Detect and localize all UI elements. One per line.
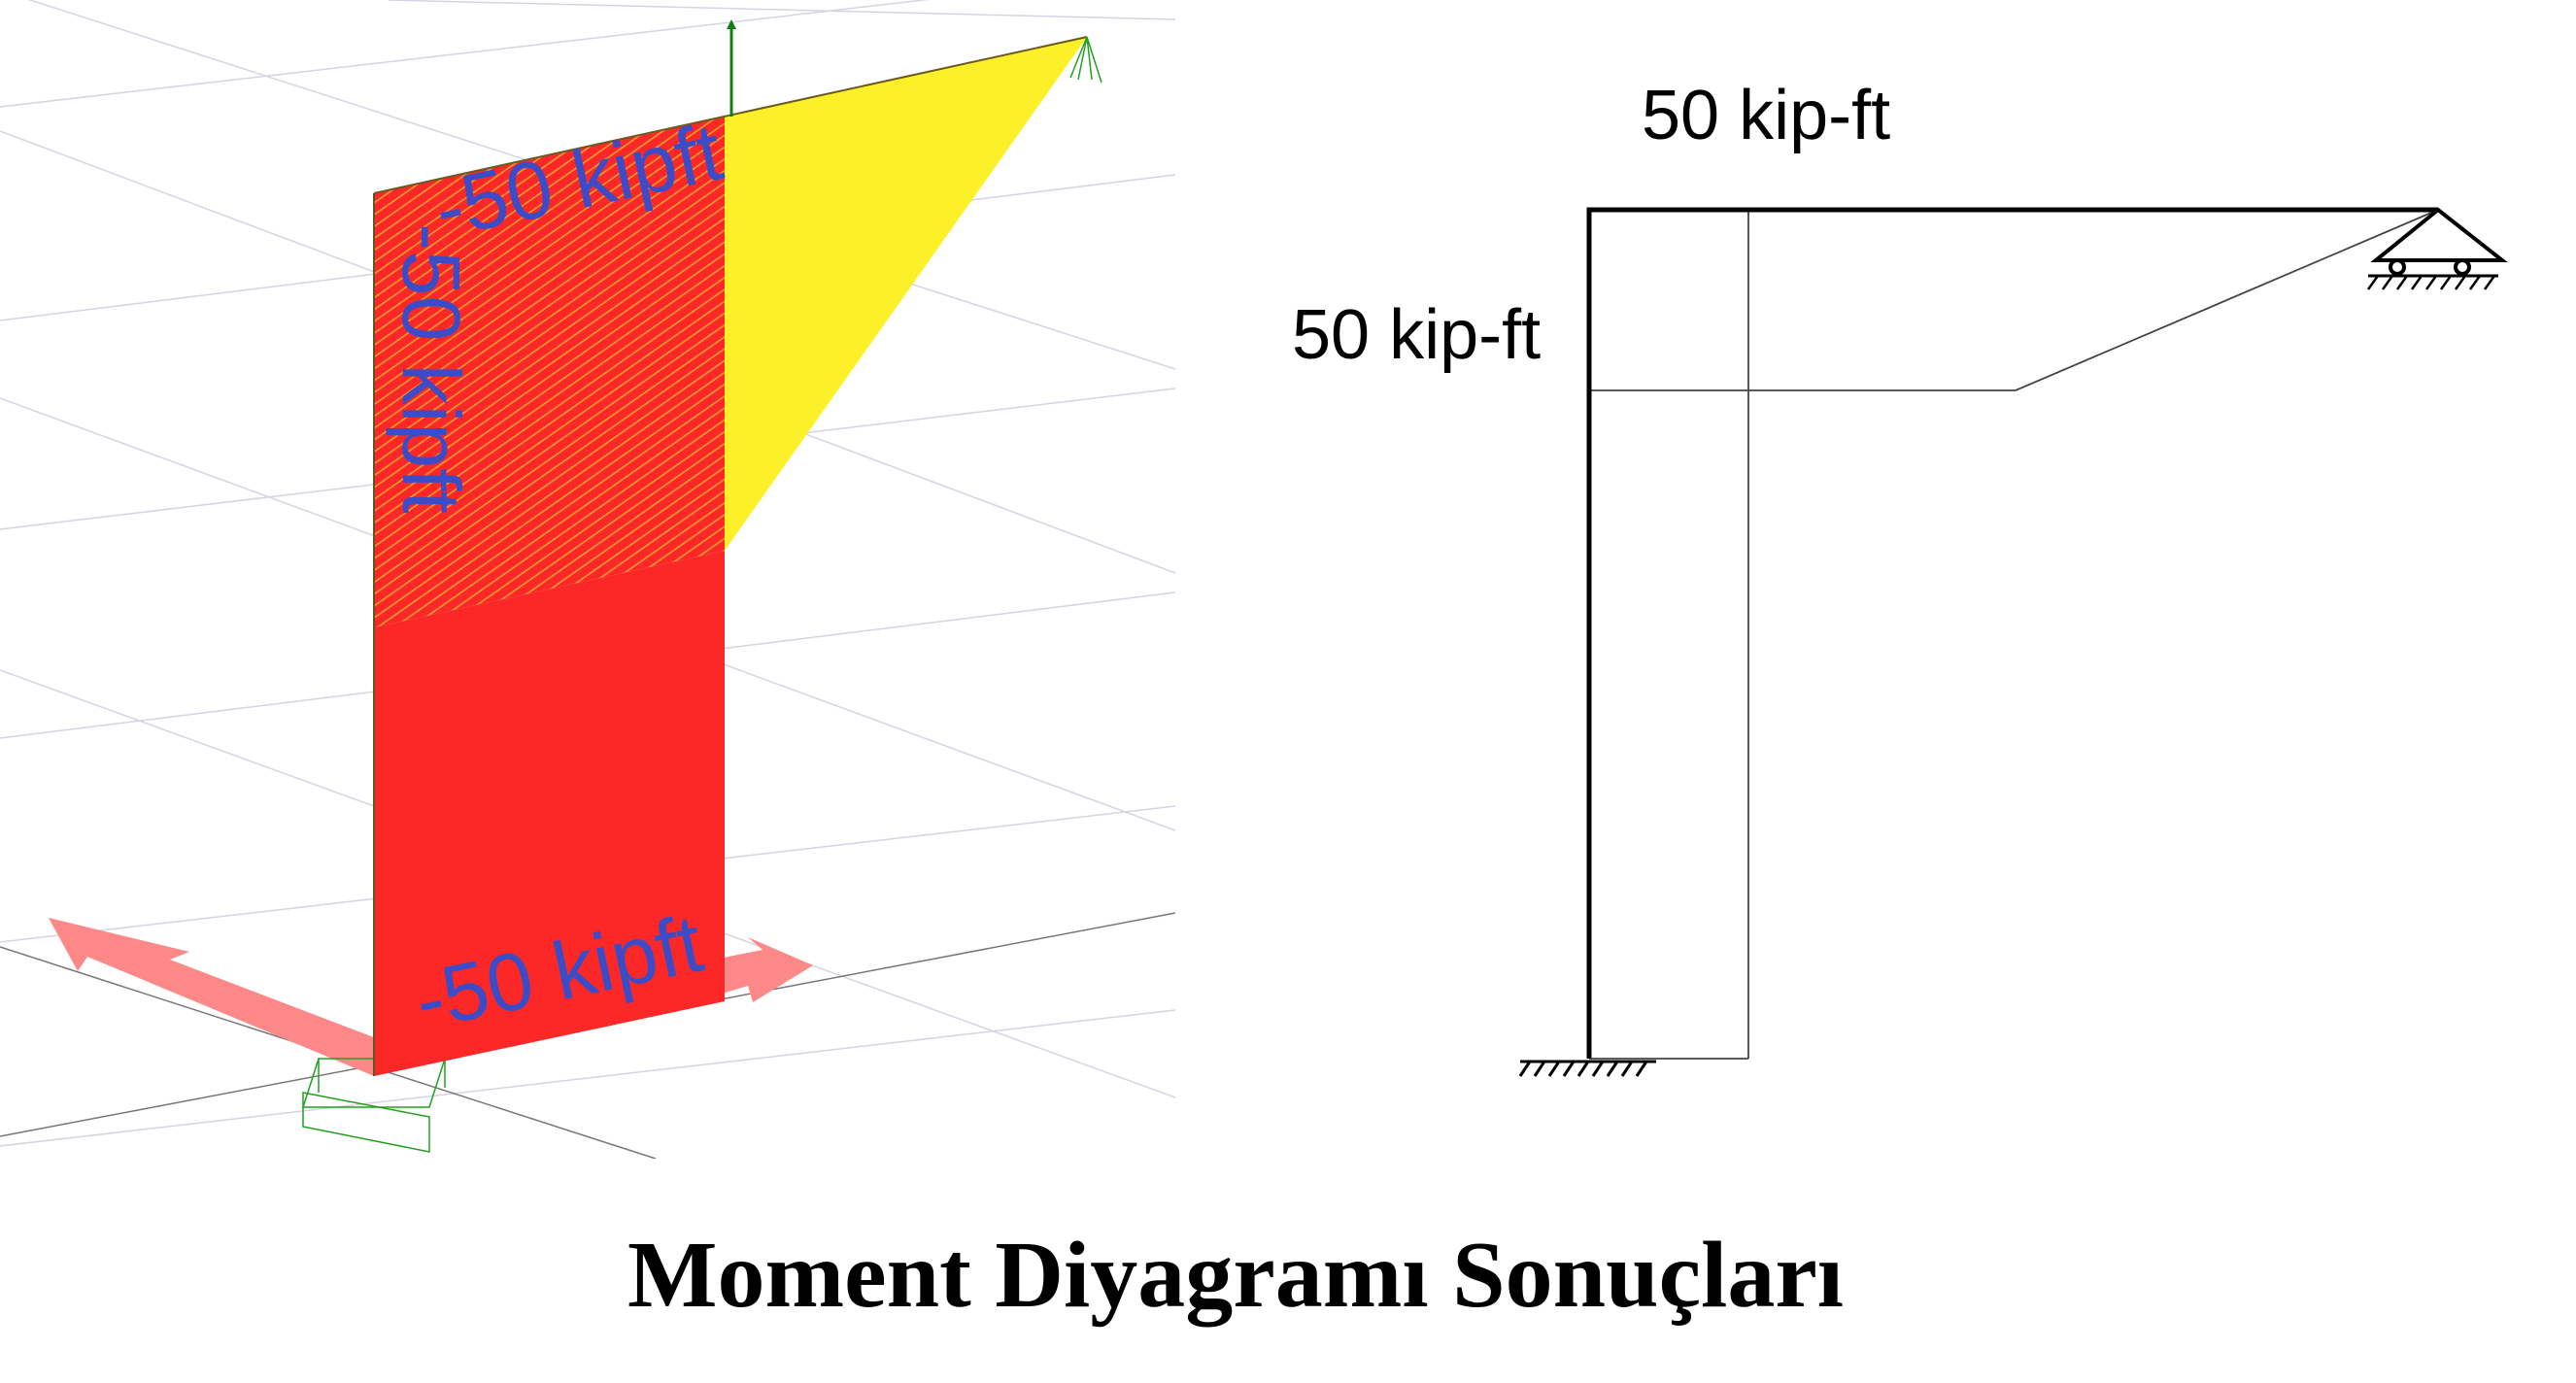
negative-moment-region-column-lower — [374, 551, 725, 1076]
moment-label-column: -50 kipft — [386, 223, 477, 514]
column-moment-label: 50 kip-ft — [1292, 296, 1541, 374]
pin-support-arrow-icon — [1069, 36, 1102, 84]
frame-members — [1586, 207, 2438, 1059]
vertical-axis-arrow-icon — [727, 19, 736, 117]
positive-moment-region-beam — [725, 37, 1087, 551]
roller-support-icon — [2366, 207, 2508, 290]
fixed-support-icon — [1518, 1060, 1656, 1077]
moment-diagram-outline — [1589, 209, 2439, 1060]
negative-moment-region-column-upper — [374, 117, 725, 627]
figure-caption: Moment Diyagramı Sonuçları — [627, 1223, 1844, 1328]
3d-model-view: -50 kipft -50 kipft -50 kipft — [0, 0, 1175, 1159]
2d-frame-diagram: 50 kip-ft 50 kip-ft — [1292, 77, 2508, 1077]
beam-moment-label: 50 kip-ft — [1642, 77, 1890, 154]
axis-arrow-x — [49, 918, 379, 1076]
